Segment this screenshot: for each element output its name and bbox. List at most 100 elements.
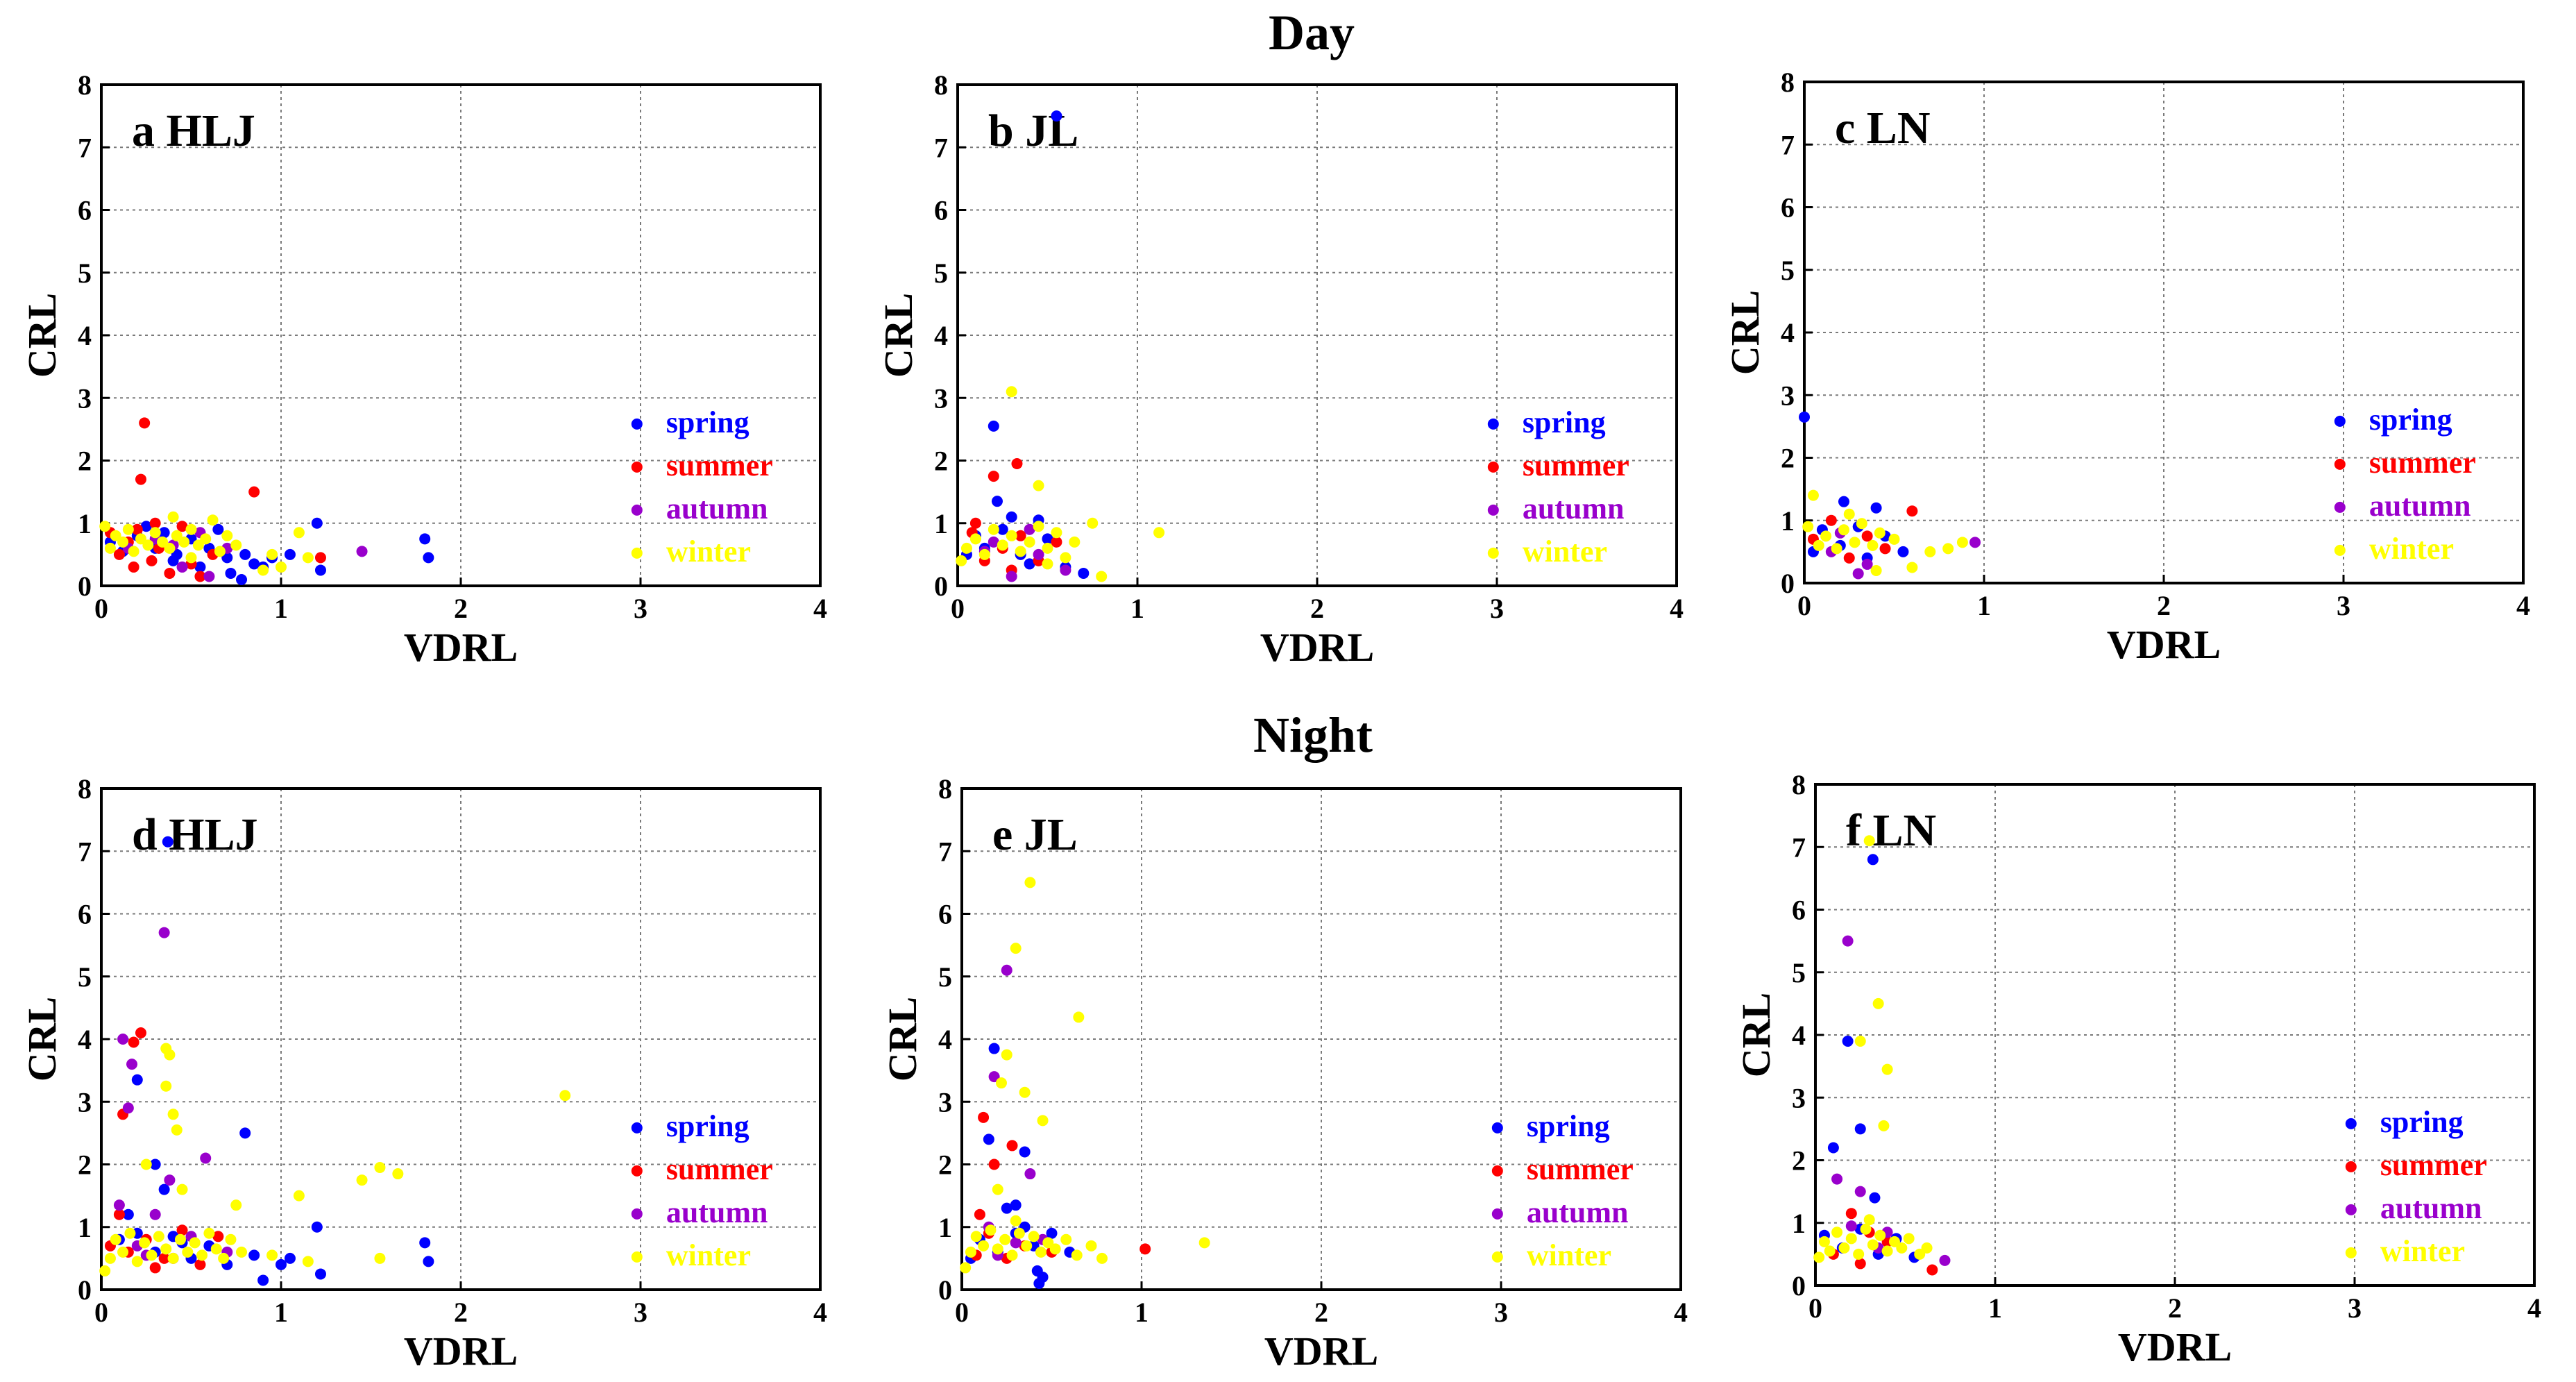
panel-5-legend-marker-summer: [1491, 1165, 1503, 1177]
panel-2-point-winter: [956, 555, 967, 566]
panel-4-point-autumn: [200, 1152, 212, 1164]
panel-1-point-summer: [131, 523, 143, 535]
panel-4-point-winter: [182, 1246, 194, 1258]
panel-4-point-winter: [131, 1256, 143, 1267]
panel-6-x-tick-label: 4: [2527, 1292, 2541, 1324]
panel-3-point-summer: [1906, 505, 1918, 517]
panel-2-point-winter: [1087, 517, 1099, 529]
panel-4-legend-marker-autumn: [631, 1208, 643, 1220]
panel-2-legend-label-summer: summer: [1523, 448, 1629, 482]
panel-4-point-winter: [146, 1249, 158, 1261]
panel-2-point-spring: [1042, 533, 1053, 545]
panel-3-y-tick-label: 3: [1781, 380, 1795, 411]
panel-3-point-winter: [1856, 518, 1867, 530]
panel-4-y-tick-label: 1: [78, 1212, 92, 1243]
panel-3-x-tick-label: 4: [2516, 590, 2530, 621]
panel-1-title: a HLJ: [132, 106, 255, 156]
panel-4-point-winter: [218, 1252, 230, 1264]
panel-6-point-winter: [1845, 1233, 1857, 1245]
panel-4-point-autumn: [126, 1059, 138, 1070]
panel-1-y-tick-label: 3: [78, 382, 92, 414]
panel-2-legend-label-winter: winter: [1523, 534, 1607, 568]
panel-5-y-tick-label: 2: [938, 1149, 952, 1181]
day-row-title: Day: [1269, 5, 1355, 60]
panel-2-y-tick-label: 0: [934, 571, 948, 602]
panel-6-y-tick-label: 0: [1792, 1270, 1806, 1301]
panel-4-legend-marker-summer: [631, 1165, 643, 1177]
panel-4-x-tick-label: 4: [813, 1297, 827, 1328]
panel-6-point-winter: [1818, 1236, 1830, 1247]
panel-2-point-winter: [1153, 527, 1165, 539]
panel-3-point-spring: [1870, 502, 1882, 514]
panel-2-point-winter: [1069, 536, 1081, 548]
panel-2-y-tick-label: 2: [934, 446, 948, 477]
panel-1-point-summer: [146, 555, 158, 566]
panel-2-y-tick-label: 7: [934, 132, 948, 163]
panel-1-x-axis-label: VDRL: [404, 625, 518, 670]
panel-6-y-tick-label: 5: [1792, 957, 1806, 988]
panel-4-point-winter: [160, 1243, 172, 1255]
panel-6-point-winter: [1831, 1227, 1843, 1238]
panel-1-point-winter: [122, 523, 134, 535]
panel-5-point-winter: [1042, 1237, 1054, 1249]
panel-3-y-tick-label: 0: [1781, 568, 1795, 599]
panel-4-legend-label-autumn: autumn: [666, 1195, 768, 1229]
panel-6-point-winter: [1860, 1223, 1872, 1235]
panel-6-legend-label-winter: winter: [2380, 1234, 2465, 1268]
panel-3-point-winter: [1843, 508, 1855, 520]
panel-6-y-tick-label: 2: [1792, 1145, 1806, 1177]
panel-5-x-tick-label: 0: [955, 1297, 969, 1328]
panel-6-point-winter: [1867, 1239, 1879, 1251]
panel-4-y-tick-label: 5: [78, 961, 92, 993]
panel-1-point-spring: [236, 573, 248, 585]
panel-4-point-winter: [225, 1233, 237, 1245]
panel-6-point-winter: [1824, 1245, 1836, 1257]
panel-5-point-winter: [1060, 1233, 1072, 1245]
panel-5-point-spring: [988, 1043, 1000, 1054]
panel-5-point-winter: [1085, 1240, 1097, 1252]
panel-2-point-spring: [1006, 511, 1017, 523]
panel-6-point-winter: [1874, 1229, 1886, 1241]
panel-1-point-summer: [164, 567, 176, 579]
panel-2-point-winter: [988, 523, 999, 535]
panel-4-point-autumn: [117, 1034, 129, 1045]
panel-6-point-summer: [1926, 1264, 1938, 1276]
panel-1-point-spring: [221, 552, 233, 564]
panel-4-point-winter: [104, 1252, 116, 1264]
panel-3-point-winter: [1888, 533, 1900, 545]
panel-3-y-tick-label: 5: [1781, 255, 1795, 286]
panel-1-point-winter: [276, 561, 287, 573]
panel-1-x-tick-label: 1: [274, 593, 288, 624]
panel-3-point-autumn: [1861, 558, 1873, 570]
panel-4-legend-label-winter: winter: [666, 1238, 751, 1272]
panel-1-point-autumn: [356, 546, 368, 557]
panel-3-y-tick-label: 2: [1781, 443, 1795, 474]
panel-1-point-summer: [248, 486, 260, 498]
panel-2-point-winter: [1042, 558, 1053, 570]
panel-4-point-winter: [167, 1109, 179, 1120]
panel-4-point-autumn: [149, 1208, 161, 1220]
panel-1-point-autumn: [203, 571, 215, 582]
panel-1-point-summer: [135, 473, 146, 485]
panel-3-point-winter: [1838, 524, 1849, 536]
panel-5-point-winter: [992, 1243, 1003, 1255]
panel-5-legend-marker-winter: [1491, 1251, 1503, 1263]
panel-4-point-winter: [374, 1252, 386, 1264]
panel-4-point-winter: [117, 1246, 129, 1258]
panel-5-point-winter: [1024, 877, 1036, 888]
panel-5-point-winter: [1096, 1252, 1108, 1264]
panel-4-point-spring: [276, 1258, 287, 1270]
panel-5-point-spring: [1001, 1202, 1012, 1214]
panel-3-legend-marker-summer: [2334, 458, 2346, 470]
panel-1-y-tick-label: 4: [78, 320, 92, 351]
panel-4-x-tick-label: 2: [454, 1297, 468, 1328]
panel-4-point-winter: [164, 1049, 176, 1061]
panel-1-legend-label-spring: spring: [666, 405, 749, 439]
panel-3-legend-label-autumn: autumn: [2369, 489, 2471, 523]
panel-5-point-winter: [965, 1246, 976, 1258]
panel-1-point-spring: [419, 533, 431, 545]
panel-2-point-autumn: [1024, 523, 1035, 535]
night-row-title: Night: [1253, 707, 1373, 763]
panel-1-point-winter: [185, 552, 197, 564]
panel-5-x-tick-label: 1: [1135, 1297, 1149, 1328]
